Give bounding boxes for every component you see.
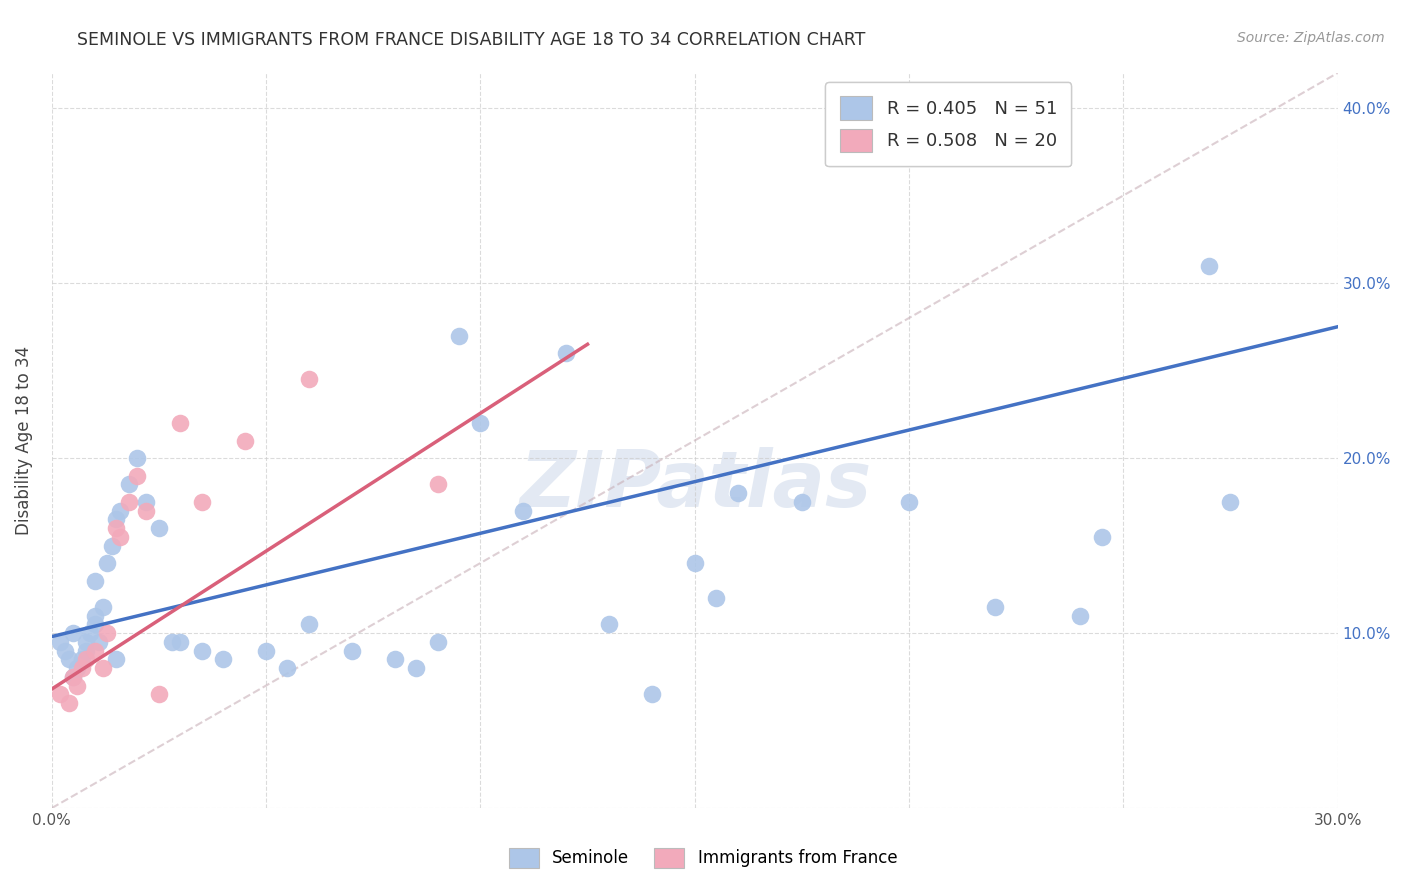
Point: [75, 652, 97, 666]
Legend: R = 0.405   N = 51, R = 0.508   N = 20: R = 0.405 N = 51, R = 0.508 N = 20: [825, 82, 1071, 166]
Point: [118, 477, 141, 491]
Point: [83, 574, 105, 588]
Point: [105, 512, 128, 526]
Y-axis label: Disability Age 18 to 34: Disability Age 18 to 34: [15, 346, 32, 535]
Point: [62, 670, 84, 684]
Point: [169, 635, 191, 649]
Point: [1069, 608, 1091, 623]
Point: [127, 450, 149, 465]
Point: [135, 503, 157, 517]
Point: [983, 599, 1005, 614]
Point: [62, 626, 84, 640]
Point: [683, 556, 706, 570]
Point: [276, 661, 298, 675]
Point: [727, 486, 749, 500]
Point: [1219, 495, 1241, 509]
Point: [100, 539, 122, 553]
Point: [79, 626, 101, 640]
Legend: Seminole, Immigrants from France: Seminole, Immigrants from France: [502, 841, 904, 875]
Point: [191, 495, 214, 509]
Point: [160, 635, 183, 649]
Point: [384, 652, 406, 666]
Point: [898, 495, 921, 509]
Point: [405, 661, 427, 675]
Point: [298, 617, 321, 632]
Point: [704, 591, 727, 605]
Point: [135, 495, 157, 509]
Point: [447, 328, 470, 343]
Point: [169, 416, 191, 430]
Point: [66, 661, 89, 675]
Point: [58, 652, 80, 666]
Point: [1198, 259, 1220, 273]
Point: [83, 608, 105, 623]
Point: [91, 661, 114, 675]
Point: [790, 495, 813, 509]
Point: [58, 696, 80, 710]
Text: ZIPatlas: ZIPatlas: [519, 447, 870, 523]
Point: [105, 652, 128, 666]
Point: [555, 346, 578, 360]
Point: [148, 687, 170, 701]
Text: SEMINOLE VS IMMIGRANTS FROM FRANCE DISABILITY AGE 18 TO 34 CORRELATION CHART: SEMINOLE VS IMMIGRANTS FROM FRANCE DISAB…: [77, 31, 866, 49]
Point: [91, 599, 114, 614]
Point: [49, 687, 72, 701]
Point: [118, 495, 141, 509]
Point: [212, 652, 235, 666]
Point: [110, 503, 132, 517]
Point: [340, 643, 363, 657]
Point: [470, 416, 492, 430]
Point: [426, 477, 449, 491]
Point: [512, 503, 534, 517]
Point: [254, 643, 277, 657]
Point: [53, 643, 76, 657]
Point: [83, 643, 105, 657]
Point: [298, 372, 321, 386]
Point: [105, 521, 128, 535]
Point: [96, 556, 118, 570]
Point: [148, 521, 170, 535]
Point: [62, 670, 84, 684]
Point: [233, 434, 256, 448]
Point: [75, 635, 97, 649]
Point: [49, 635, 72, 649]
Point: [87, 635, 110, 649]
Point: [83, 617, 105, 632]
Point: [598, 617, 620, 632]
Text: Source: ZipAtlas.com: Source: ZipAtlas.com: [1237, 31, 1385, 45]
Point: [641, 687, 664, 701]
Point: [1091, 530, 1114, 544]
Point: [70, 661, 93, 675]
Point: [96, 626, 118, 640]
Point: [191, 643, 214, 657]
Point: [110, 530, 132, 544]
Point: [75, 643, 97, 657]
Point: [426, 635, 449, 649]
Point: [66, 679, 89, 693]
Point: [70, 652, 93, 666]
Point: [127, 468, 149, 483]
